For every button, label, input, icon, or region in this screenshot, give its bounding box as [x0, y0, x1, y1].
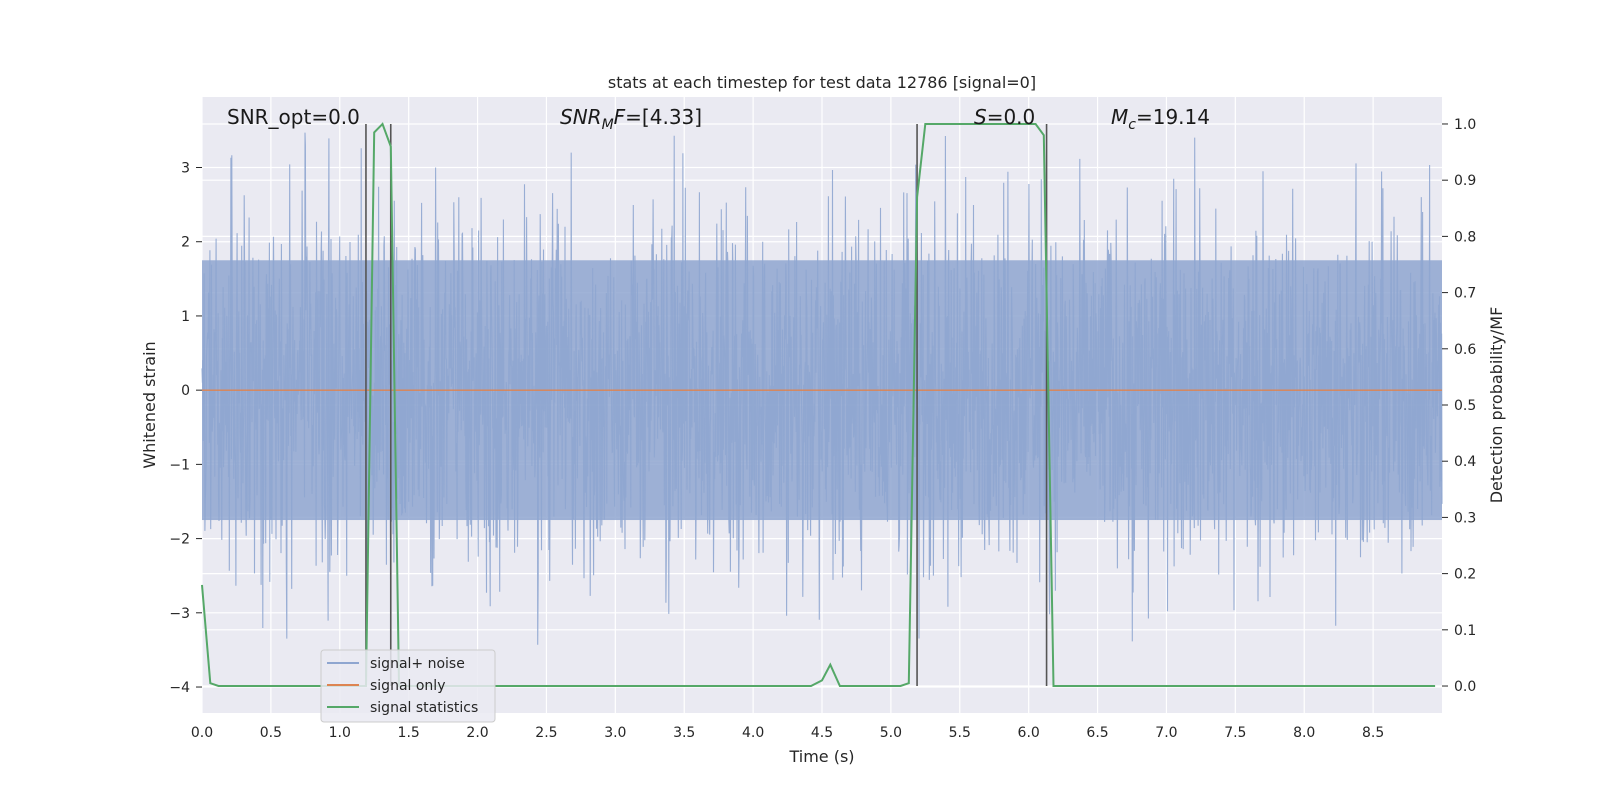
x-tick-label: 2.0 [466, 725, 488, 741]
vertical-markers [365, 123, 1048, 687]
y-left-tick-label: 1 [181, 309, 190, 325]
x-tick-label: 4.0 [742, 725, 764, 741]
y-right-tick-label: 1.0 [1454, 117, 1476, 133]
x-tick-label: 0.0 [191, 725, 213, 741]
y-right-tick-label: 0.9 [1454, 173, 1476, 189]
x-tick-label: 5.5 [949, 725, 971, 741]
x-tick-label: 1.5 [398, 725, 420, 741]
legend-label-signal-only: signal only [370, 678, 445, 694]
x-tick-label: 1.0 [329, 725, 351, 741]
y-left-tick-label: −2 [169, 532, 190, 548]
x-tick-label: 5.0 [880, 725, 902, 741]
x-axis-title: Time (s) [788, 747, 854, 766]
legend-label-signal-noise: signal+ noise [370, 656, 465, 672]
x-tick-label: 0.5 [260, 725, 282, 741]
y-left-tick-label: −4 [169, 680, 190, 696]
annotation-snr-opt: SNR_opt=0.0 [227, 105, 360, 129]
x-tick-label: 3.5 [673, 725, 695, 741]
noise-trace [201, 132, 1443, 645]
chart-title: stats at each timestep for test data 127… [608, 73, 1036, 92]
y-axis-right: 1.0 0.9 0.8 0.7 0.6 0.5 0.4 0.3 0.2 0.1 0.0 [1442, 117, 1476, 695]
annotation-snr-mf: SNRMF=[4.33] [560, 105, 702, 133]
y-left-tick-label: 2 [181, 235, 190, 251]
x-tick-label: 7.0 [1155, 725, 1177, 741]
x-axis: 0.0 0.5 1.0 1.5 2.0 2.5 3.0 3.5 4.0 4.5 5.0 5.5 6.0 6… [191, 725, 1384, 741]
y-left-tick-label: −1 [169, 457, 190, 473]
y-right-tick-label: 0.7 [1454, 286, 1476, 302]
x-tick-label: 7.5 [1224, 725, 1246, 741]
y-right-tick-label: 0.8 [1454, 229, 1476, 245]
y-right-tick-label: 0.3 [1454, 510, 1476, 526]
legend-label-signal-statistics: signal statistics [370, 700, 478, 716]
y-right-tick-label: 0.1 [1454, 623, 1476, 639]
y-left-tick-label: 3 [181, 161, 190, 177]
y-right-tick-label: 0.5 [1454, 398, 1476, 414]
y-axis-left: 3 2 1 0 −1 −2 −3 −4 [169, 161, 202, 696]
x-tick-label: 8.0 [1293, 725, 1315, 741]
annotation-mc: Mc=19.14 [1111, 105, 1210, 133]
y-right-tick-label: 0.6 [1454, 342, 1476, 358]
x-tick-label: 8.5 [1362, 725, 1384, 741]
x-tick-label: 3.0 [604, 725, 626, 741]
legend: signal+ noise signal only signal statist… [320, 649, 496, 723]
x-tick-label: 4.5 [811, 725, 833, 741]
legend-box [320, 649, 496, 723]
x-tick-label: 2.5 [535, 725, 557, 741]
y-right-tick-label: 0.2 [1454, 567, 1476, 583]
y-left-tick-label: 0 [181, 383, 190, 399]
x-tick-label: 6.5 [1086, 725, 1108, 741]
y-axis-left-title: Whitened strain [140, 341, 159, 468]
y-right-tick-label: 0.0 [1454, 679, 1476, 695]
y-axis-right-title: Detection probability/MF [1487, 307, 1506, 504]
y-right-tick-label: 0.4 [1454, 454, 1476, 470]
x-tick-label: 6.0 [1018, 725, 1040, 741]
annotation-s: S=0.0 [974, 105, 1035, 129]
y-left-tick-label: −3 [169, 606, 190, 622]
